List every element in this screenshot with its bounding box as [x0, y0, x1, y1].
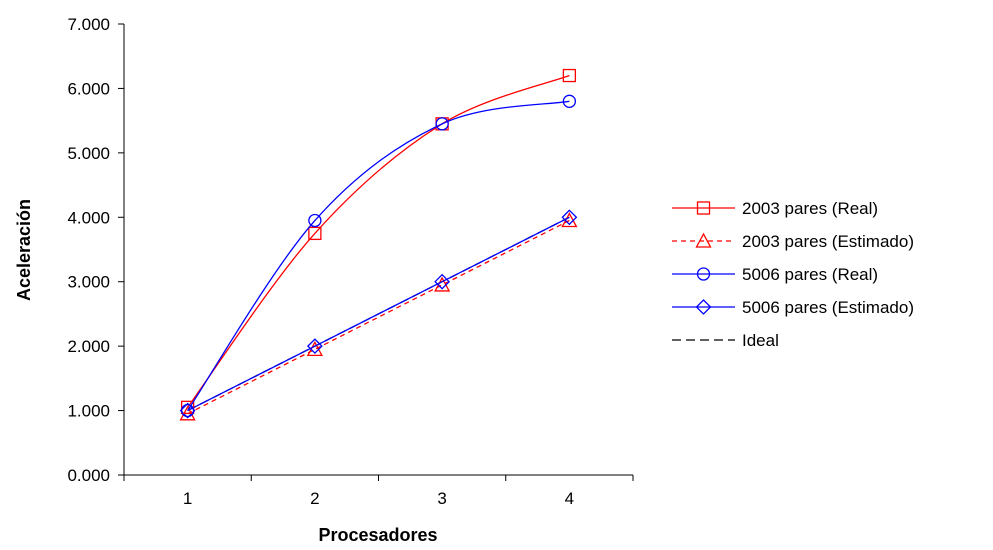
- legend-marker: [696, 267, 711, 281]
- x-tick-label: 3: [437, 489, 446, 508]
- x-axis-title: Procesadores: [318, 525, 437, 545]
- y-tick-label: 4.000: [67, 208, 110, 227]
- data-point: [308, 226, 322, 241]
- legend-label: 2003 pares (Estimado): [742, 232, 914, 251]
- y-tick-label: 7.000: [67, 15, 110, 34]
- data-point: [562, 68, 577, 83]
- series-line: [187, 216, 570, 412]
- data-point: [180, 400, 195, 415]
- data-point: [434, 273, 451, 290]
- series-line: [187, 100, 570, 411]
- plot-area: [179, 68, 578, 421]
- series-line: [187, 74, 570, 408]
- data-point: [562, 94, 577, 108]
- data-point: [306, 338, 323, 355]
- y-axis-title: Aceleración: [14, 199, 34, 301]
- data-point: [435, 117, 449, 131]
- legend-label: 2003 pares (Real): [742, 199, 878, 218]
- data-point: [179, 402, 196, 419]
- y-tick-label: 5.000: [67, 144, 110, 163]
- legend-label: 5006 pares (Real): [742, 265, 878, 284]
- legend-marker: [695, 299, 712, 315]
- y-tick-label: 0.000: [67, 466, 110, 485]
- data-point: [180, 403, 195, 418]
- x-tick-label: 4: [565, 489, 574, 508]
- y-tick-label: 3.000: [67, 273, 110, 292]
- legend-label: Ideal: [742, 331, 779, 350]
- legend-marker: [695, 232, 712, 248]
- series-line: [187, 219, 570, 415]
- axes: 0.000 1.000 2.000 3.000 4.000 5.000 6.000 7.000…: [67, 15, 634, 508]
- x-tick-label: 2: [310, 489, 319, 508]
- y-tick-label: 2.000: [67, 337, 110, 356]
- data-point: [561, 209, 578, 226]
- y-tick-label: 1.000: [67, 402, 110, 421]
- y-tick-label: 6.000: [67, 79, 110, 98]
- data-point: [308, 213, 322, 228]
- legend: 2003 pares (Real) 2003 pares (Estimado) 50…: [672, 199, 914, 350]
- x-tick-label: 1: [183, 489, 192, 508]
- legend-label: 5006 pares (Estimado): [742, 298, 914, 317]
- legend-marker: [696, 201, 711, 215]
